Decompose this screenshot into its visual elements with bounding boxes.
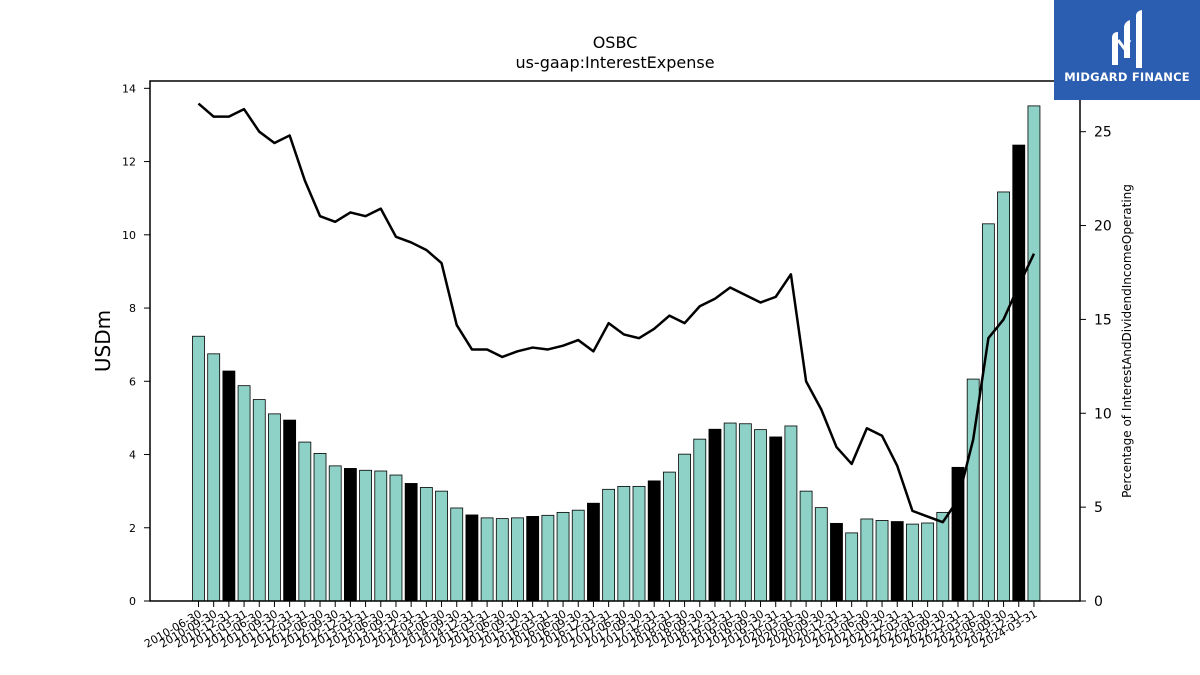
- bar-2010-06-30: [192, 335, 205, 602]
- bar-2011-12-31: [283, 419, 297, 602]
- bar-2012-12-31: [343, 468, 357, 602]
- bar-2017-06-30: [617, 485, 631, 602]
- bar-2015-09-30: [511, 517, 524, 602]
- bar-2018-12-31: [708, 428, 722, 602]
- y-right-tick-label: 0: [1094, 594, 1103, 610]
- chart-subtitle: us-gaap:InterestExpense: [515, 53, 714, 72]
- y-right-tick-label: 25: [1094, 125, 1112, 141]
- bar-2023-12-31: [1012, 144, 1026, 602]
- brand-logo: MIDGARD FINANCE: [1054, 0, 1200, 100]
- y-right-tick-label: 20: [1094, 219, 1112, 235]
- bar-2019-06-30: [738, 423, 752, 602]
- bar-2010-12-31: [222, 370, 236, 602]
- y-right-tick-label: 5: [1094, 500, 1103, 516]
- y-tick-label: 2: [129, 522, 136, 535]
- bar-2021-09-30: [875, 520, 889, 602]
- bar-2014-06-30: [435, 490, 448, 602]
- bar-2016-03-31: [541, 514, 555, 602]
- chart-title: OSBC: [593, 33, 638, 52]
- bar-2016-12-31: [587, 502, 600, 602]
- bar-2012-09-30: [328, 465, 342, 602]
- left-axis: 0 2 4 6 8 10 12 14: [122, 82, 150, 608]
- x-axis: 2010-06-302010-09-302010-12-312011-03-31…: [142, 601, 1039, 651]
- bar-2017-03-31: [602, 488, 616, 602]
- bar-2012-06-30: [313, 453, 327, 602]
- bar-2016-06-30: [556, 511, 570, 602]
- y-tick-label: 12: [122, 156, 136, 169]
- bar-2023-06-30: [981, 223, 995, 602]
- bar-2014-12-31: [465, 514, 479, 602]
- bar-2020-03-31: [784, 425, 798, 602]
- bar-2013-12-31: [404, 483, 418, 602]
- bar-2017-12-31: [647, 480, 661, 602]
- midgard-logo-icon: [1112, 10, 1142, 68]
- y-tick-label: 10: [122, 229, 136, 242]
- bar-2013-09-30: [389, 474, 403, 602]
- bar-2017-09-30: [632, 485, 646, 602]
- bar-2019-12-31: [769, 436, 783, 602]
- bar-2013-06-30: [374, 470, 388, 602]
- bar-2024-03-31: [1027, 105, 1041, 602]
- bar-2021-03-31: [845, 532, 859, 602]
- y-tick-label: 0: [129, 595, 136, 608]
- bar-2023-09-30: [997, 191, 1010, 602]
- bar-2022-09-30: [936, 511, 950, 602]
- bar-2015-03-31: [480, 517, 494, 602]
- bar-2011-06-30: [252, 399, 266, 602]
- y-tick-label: 4: [129, 449, 136, 462]
- bar-2013-03-31: [359, 469, 372, 602]
- y-tick-label: 6: [129, 375, 136, 388]
- bar-2020-06-30: [799, 490, 813, 602]
- y-right-tick-label: 10: [1094, 406, 1112, 422]
- y-axis-right-label: Percentage of InterestAndDividendIncomeO…: [1120, 184, 1134, 498]
- bar-2020-12-31: [830, 522, 843, 602]
- bar-2022-06-30: [921, 522, 935, 602]
- bar-2011-09-30: [268, 413, 281, 602]
- line-group: [197, 102, 1036, 524]
- bar-2014-09-30: [450, 507, 464, 602]
- y-tick-label: 14: [122, 82, 136, 95]
- bar-2021-06-30: [860, 518, 874, 602]
- bar-2015-06-30: [495, 518, 509, 602]
- bar-2019-09-30: [754, 429, 767, 602]
- y-axis-label: USDm: [91, 310, 115, 372]
- brand-name: MIDGARD FINANCE: [1064, 70, 1190, 84]
- bar-2016-09-30: [571, 509, 585, 602]
- series-line: [197, 102, 1036, 524]
- bars-group: [192, 105, 1041, 602]
- bar-2012-03-31: [298, 441, 312, 602]
- plot-frame: [149, 80, 1081, 602]
- y-right-tick-label: 15: [1094, 312, 1112, 328]
- bar-2018-09-30: [693, 438, 707, 602]
- bar-2018-06-30: [678, 453, 691, 602]
- bar-2011-03-31: [237, 385, 251, 602]
- bar-2022-03-31: [906, 523, 919, 602]
- y-tick-label: 8: [129, 302, 136, 315]
- bar-2015-12-31: [526, 516, 540, 602]
- bar-2014-03-31: [419, 487, 433, 602]
- bar-2019-03-31: [723, 422, 737, 602]
- right-axis: 0 5 10 15 20 25: [1080, 125, 1112, 610]
- bar-2021-12-31: [890, 521, 904, 602]
- bar-2010-09-30: [207, 353, 221, 602]
- bar-2020-09-30: [814, 507, 828, 602]
- bar-2018-03-31: [662, 471, 676, 602]
